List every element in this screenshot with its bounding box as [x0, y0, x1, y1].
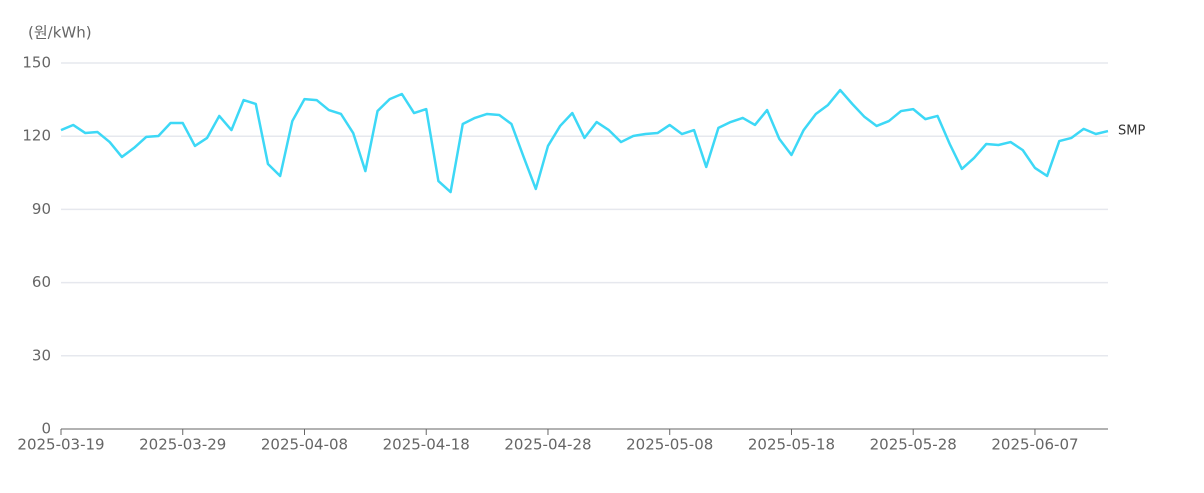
x-tick-label: 2025-04-28 [504, 436, 591, 454]
y-tick-label: 60 [32, 273, 51, 291]
x-tick-label: 2025-05-28 [870, 436, 957, 454]
y-axis-label: (원/kWh) [28, 24, 92, 42]
y-tick-label: 150 [22, 54, 51, 72]
y-tick-label: 0 [41, 420, 51, 438]
x-tick-label: 2025-05-08 [626, 436, 713, 454]
x-tick-label: 2025-06-07 [991, 436, 1078, 454]
y-tick-label: 30 [32, 346, 51, 364]
series-label: SMP [1118, 124, 1145, 139]
x-tick-label: 2025-04-18 [383, 436, 470, 454]
x-tick-label: 2025-03-29 [139, 436, 226, 454]
y-tick-label: 90 [32, 200, 51, 218]
x-tick-label: 2025-05-18 [748, 436, 835, 454]
x-tick-label: 2025-03-19 [17, 436, 104, 454]
line [60, 88, 1109, 194]
y-tick-label: 120 [22, 127, 51, 145]
x-tick-label: 2025-04-08 [261, 436, 348, 454]
